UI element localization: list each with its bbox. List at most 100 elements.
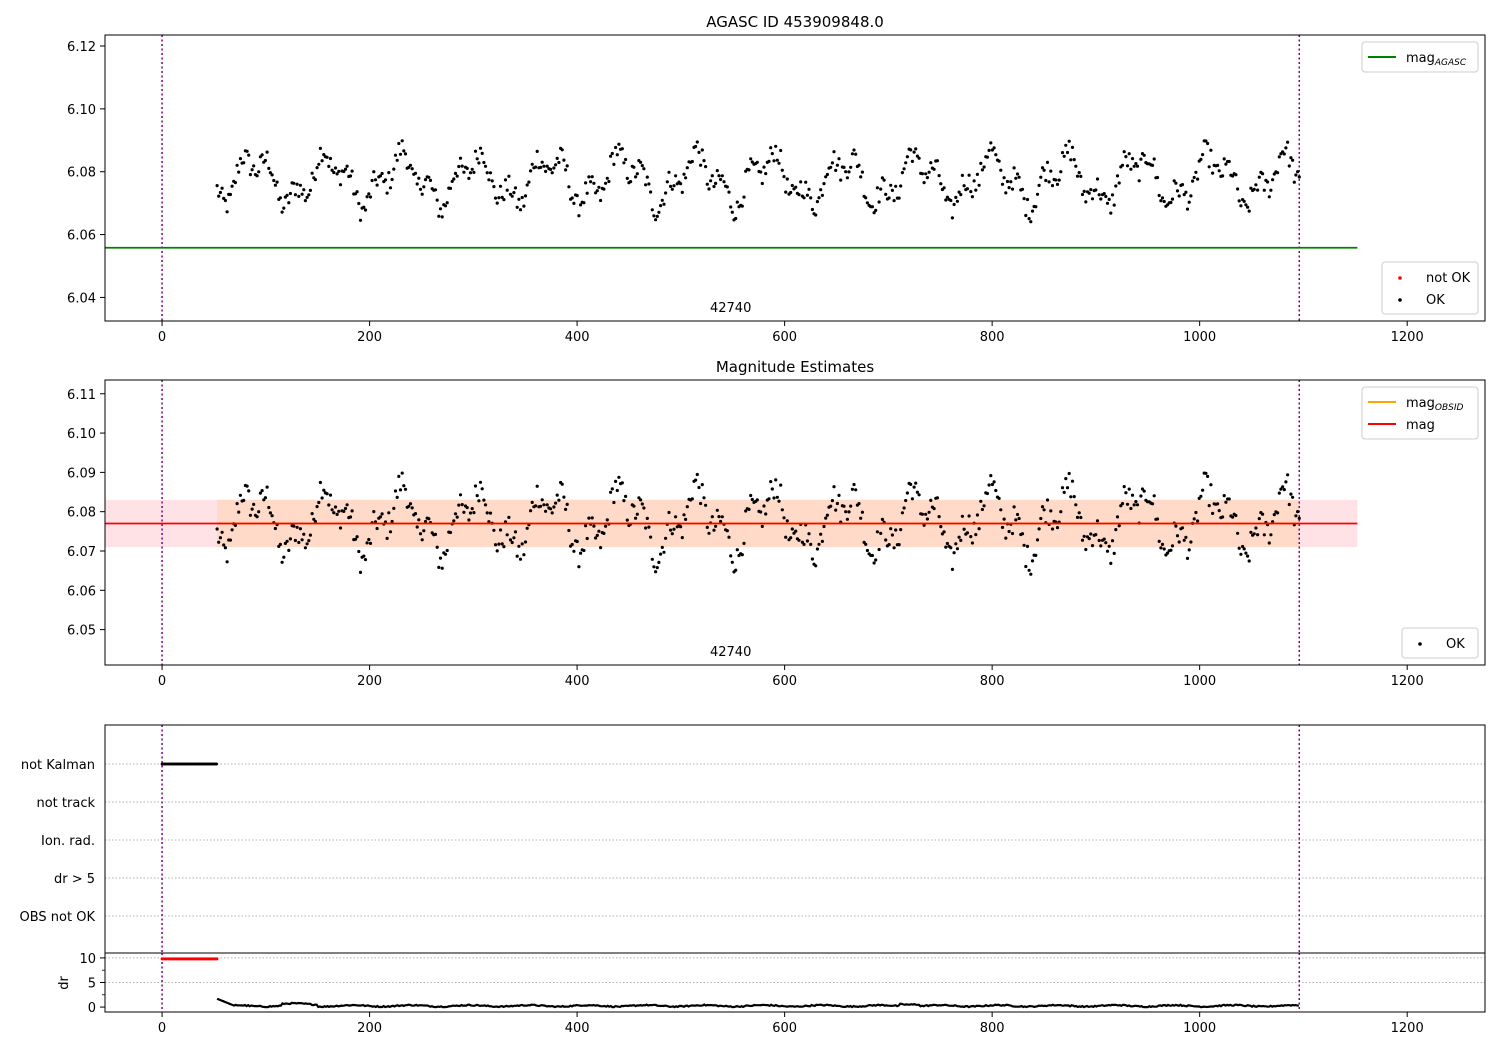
data-point (393, 153, 398, 157)
data-point (488, 511, 493, 515)
data-point (899, 528, 903, 532)
data-point (874, 208, 878, 212)
data-point (714, 524, 718, 528)
data-point (1059, 510, 1063, 514)
data-point (1004, 191, 1008, 195)
data-point (945, 195, 950, 199)
data-point (865, 548, 870, 553)
data-point (570, 542, 574, 547)
data-point (455, 174, 459, 178)
data-point (962, 527, 966, 531)
data-point (965, 531, 970, 535)
data-point (1010, 187, 1015, 191)
data-point (615, 153, 619, 157)
data-point (247, 153, 251, 157)
data-point (1184, 190, 1188, 194)
data-point (247, 489, 251, 493)
data-point (609, 154, 613, 158)
data-point (295, 525, 299, 529)
data-point (477, 499, 481, 503)
data-point (1087, 191, 1091, 195)
data-point (992, 480, 996, 484)
data-point (624, 494, 628, 498)
data-point (829, 165, 833, 169)
data-point (1177, 540, 1181, 544)
y-tick-label: 6.06 (67, 229, 96, 244)
data-point (242, 161, 246, 165)
data-point (772, 159, 776, 163)
data-point (614, 145, 618, 150)
data-point (1025, 544, 1030, 549)
data-point (330, 168, 334, 172)
axes-frame (104, 379, 1486, 666)
data-point (767, 497, 771, 501)
data-point (1077, 511, 1081, 515)
data-point (1170, 197, 1175, 201)
data-point (367, 192, 371, 196)
data-point (1150, 163, 1155, 167)
data-point (582, 201, 586, 205)
data-point (917, 493, 921, 497)
data-point (999, 168, 1003, 172)
data-point (1246, 554, 1250, 558)
legend (1401, 627, 1479, 659)
data-point (522, 204, 526, 208)
data-point (443, 204, 448, 208)
data-point (549, 507, 553, 511)
data-point (1239, 204, 1243, 208)
data-point (920, 512, 925, 516)
data-point (534, 165, 538, 169)
data-point (1249, 530, 1253, 534)
data-point (620, 147, 624, 151)
data-point (564, 507, 568, 511)
data-point (534, 504, 538, 508)
data-point (1254, 526, 1258, 530)
data-point (1037, 183, 1041, 187)
data-point (313, 178, 317, 182)
data-point (252, 164, 256, 168)
data-point (393, 489, 398, 493)
data-point (877, 547, 881, 552)
data-point (1286, 473, 1290, 477)
data-point (1281, 485, 1285, 489)
data-point (969, 190, 973, 194)
data-point (1122, 485, 1126, 489)
data-point (1124, 491, 1128, 495)
data-point (332, 170, 336, 175)
data-point (1127, 152, 1131, 156)
data-point (427, 175, 431, 179)
data-point (780, 168, 784, 172)
data-point (507, 174, 511, 178)
data-point (1080, 192, 1085, 197)
data-point (665, 180, 669, 184)
data-point (1134, 162, 1138, 166)
data-point (914, 147, 918, 151)
data-point (397, 141, 401, 146)
data-point (775, 495, 779, 499)
data-point (1196, 177, 1200, 181)
data-point (954, 195, 958, 199)
flags-panel: not Kalman not track Ion. rad. dr > 5 OBS no… (20, 724, 1486, 953)
data-point (955, 199, 960, 203)
data-point (922, 523, 926, 527)
y-tick-label: 6.10 (67, 103, 96, 118)
data-point (844, 170, 848, 174)
data-point (847, 510, 851, 514)
data-point (490, 179, 494, 183)
legend-dot-swatch (1418, 642, 1422, 646)
data-point (789, 190, 793, 195)
data-point (969, 535, 973, 539)
data-point (518, 557, 523, 561)
data-point (1284, 146, 1288, 150)
data-point (767, 159, 771, 163)
data-point (217, 540, 221, 544)
data-point (223, 546, 227, 550)
data-point (1099, 544, 1103, 548)
data-point (342, 509, 346, 513)
data-point (830, 499, 835, 503)
data-point (705, 525, 709, 530)
data-point (1115, 174, 1120, 178)
data-point (525, 526, 529, 530)
data-point (545, 164, 549, 168)
data-point (1277, 155, 1281, 159)
